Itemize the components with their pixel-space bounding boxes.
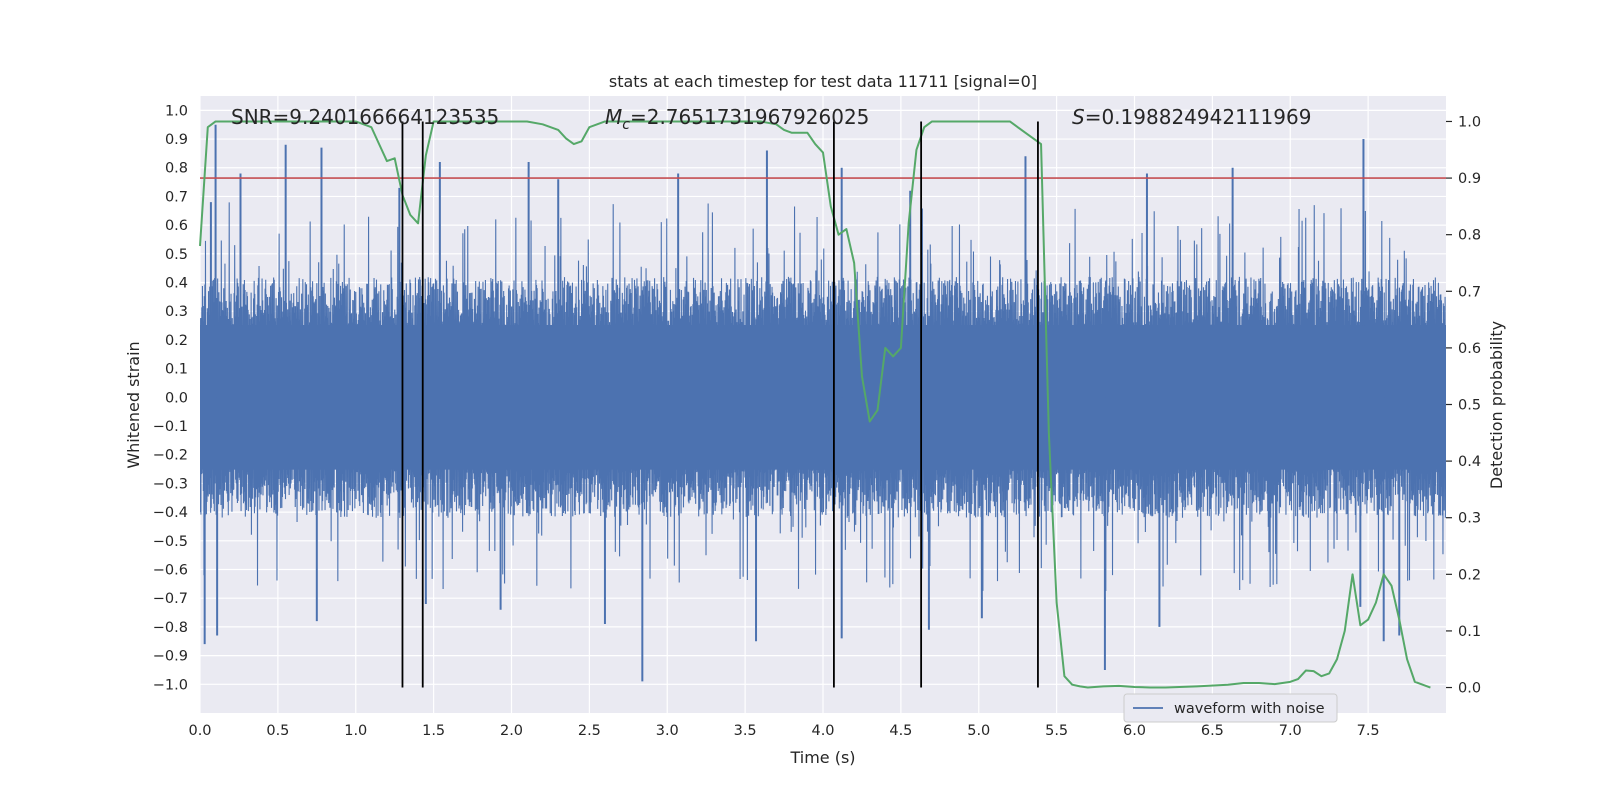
y2-axis-ticks: 1.0 0.9 0.8 0.7 0.6 0.5 0.4 0.3 0.2 0.1 0.0 (1446, 114, 1481, 697)
y2-tick-label: 0.9 (1458, 171, 1481, 187)
chart-title: stats at each timestep for test data 117… (609, 72, 1037, 91)
event-lines (401, 121, 1039, 688)
x-tick-label: 2.0 (500, 723, 523, 739)
y2-tick-label: 0.2 (1458, 567, 1481, 583)
y2-tick-label: 0.3 (1458, 511, 1481, 527)
y-tick-label: −0.4 (153, 505, 188, 521)
legend-box (1123, 693, 1338, 723)
x-tick-label: 1.5 (422, 723, 445, 739)
y2-tick-label: 0.4 (1458, 454, 1481, 470)
y-tick-label: 0.3 (165, 304, 188, 320)
y-tick-label: 1.0 (165, 103, 188, 119)
y2-axis-label: Detection probability (1487, 321, 1506, 489)
y-tick-label: −0.9 (153, 649, 188, 665)
x-tick-label: 3.5 (734, 723, 757, 739)
y2-tick-label: 0.6 (1458, 341, 1481, 357)
y2-tick-label: 0.8 (1458, 228, 1481, 244)
x-axis-ticks: 0.0 0.5 1.0 1.5 2.0 2.5 3.0 3.5 4.0 4.5 5.0 5.5 6.0 6… (188, 723, 1379, 739)
y-tick-label: −0.8 (153, 620, 188, 636)
x-tick-label: 1.0 (344, 723, 367, 739)
y-tick-label: −0.7 (153, 591, 188, 607)
y-tick-label: −0.6 (153, 563, 188, 579)
s-annotation: S=0.198824942111969 (1072, 105, 1311, 129)
y-tick-label: 0.7 (165, 189, 188, 205)
x-tick-label: 5.5 (1045, 723, 1068, 739)
y-tick-label: 0.8 (165, 161, 188, 177)
probability-series (199, 120, 1431, 689)
y-tick-label: 0.1 (165, 362, 188, 378)
y2-tick-label: 0.7 (1458, 284, 1481, 300)
y2-tick-label: 0.0 (1458, 681, 1481, 697)
x-tick-label: 7.0 (1279, 723, 1302, 739)
y-tick-label: −0.2 (153, 448, 188, 464)
y-tick-label: 0.9 (165, 132, 188, 148)
x-tick-label: 3.0 (656, 723, 679, 739)
y-tick-label: 0.6 (165, 218, 188, 234)
y-tick-label: 0.4 (165, 276, 188, 292)
x-tick-label: 5.0 (967, 723, 990, 739)
y-axis-ticks: 1.0 0.9 0.8 0.7 0.6 0.5 0.4 0.3 0.2 0.1 0.0 −0.1 −0.… (153, 103, 188, 693)
waveform-core (200, 325, 1446, 470)
y-tick-label: 0.0 (165, 390, 188, 406)
y2-tick-label: 0.1 (1458, 624, 1481, 640)
y-tick-label: 0.2 (165, 333, 188, 349)
x-tick-label: 2.5 (578, 723, 601, 739)
x-tick-label: 6.5 (1201, 723, 1224, 739)
waveform-series (200, 124, 1446, 682)
y-tick-label: 0.5 (165, 247, 188, 263)
y2-tick-label: 0.5 (1458, 398, 1481, 414)
legend-label: waveform with noise (1174, 701, 1325, 717)
y-tick-label: −1.0 (153, 677, 188, 693)
snr-annotation: SNR=9.240166664123535 (231, 105, 499, 129)
x-axis-label: Time (s) (789, 748, 855, 767)
x-tick-label: 0.5 (266, 723, 289, 739)
y2-tick-label: 1.0 (1458, 114, 1481, 130)
legend: waveform with noise (1123, 693, 1338, 723)
x-tick-label: 4.0 (811, 723, 834, 739)
x-tick-label: 0.0 (188, 723, 211, 739)
x-tick-label: 7.5 (1357, 723, 1380, 739)
chirp-mass-annotation: Mc=2.7651731967926025 (605, 105, 869, 133)
detection-probability-line (199, 120, 1431, 689)
y-tick-label: −0.5 (153, 534, 188, 550)
y-tick-label: −0.1 (153, 419, 188, 435)
x-tick-label: 6.0 (1123, 723, 1146, 739)
x-tick-label: 4.5 (889, 723, 912, 739)
y-axis-label: Whitened strain (124, 341, 143, 468)
y-tick-label: −0.3 (153, 476, 188, 492)
